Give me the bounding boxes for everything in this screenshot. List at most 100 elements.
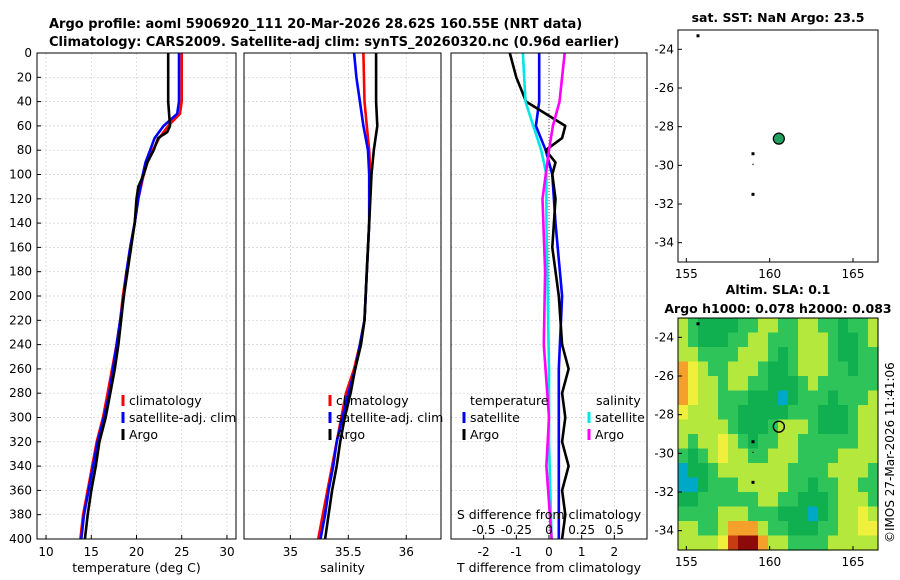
sla-cell: [708, 361, 719, 377]
sla-cell: [848, 535, 859, 551]
sla-cell: [858, 419, 869, 435]
sla-cell: [728, 318, 739, 334]
sla-cell: [768, 347, 779, 363]
sla-cell: [858, 448, 869, 464]
sla-cell: [808, 376, 819, 392]
sla-cell: [728, 376, 739, 392]
sla-cell: [858, 390, 869, 406]
y-tick-label: -28: [654, 120, 674, 134]
sla-cell: [708, 463, 719, 479]
legend-group-title: salinity: [596, 393, 641, 408]
sla-cell: [818, 318, 829, 334]
sla-map-panel: 155 160 165 -24 -26 -28 -30 -32 -34: [654, 317, 879, 569]
sla-cell: [678, 405, 689, 421]
sla-cell: [678, 361, 689, 377]
sla-cell: [868, 448, 879, 464]
sla-cell: [858, 361, 869, 377]
sla-cell: [778, 347, 789, 363]
sla-cell: [768, 332, 779, 348]
x-tick-label: 1: [578, 545, 586, 559]
sla-cell: [788, 463, 799, 479]
sla-cell: [728, 506, 739, 522]
sla-cell: [778, 318, 789, 334]
y-tick-label: 40: [17, 95, 32, 109]
sla-cell: [758, 521, 769, 537]
sla-cell: [808, 521, 819, 537]
y-tick-label: 60: [17, 119, 32, 133]
sla-cell: [868, 477, 879, 493]
sla-cell: [818, 361, 829, 377]
sla-cell: [748, 477, 759, 493]
y-tick-label: 100: [9, 168, 32, 182]
legend-label: Argo: [129, 427, 158, 442]
sla-cell: [818, 492, 829, 508]
sla-cell: [758, 535, 769, 551]
x-tick-label: 35: [283, 545, 298, 559]
sla-cell: [868, 361, 879, 377]
sla-cell: [718, 521, 729, 537]
x-tick-label: 2: [611, 545, 619, 559]
x-tick-label: -1: [510, 545, 522, 559]
salinity-profile-panel: 35 35.5 36 salinity climatology satellite-adj…: [243, 52, 443, 575]
sla-cell: [828, 448, 839, 464]
sla-cell: [748, 521, 759, 537]
sla-cell: [828, 347, 839, 363]
sla-cell: [788, 347, 799, 363]
sla-cell: [698, 448, 709, 464]
x-axis-title: salinity: [320, 560, 365, 575]
sla-cell: [728, 448, 739, 464]
sla-cell: [748, 361, 759, 377]
sla-cell: [778, 405, 789, 421]
sla-cell: [698, 390, 709, 406]
y-tick-label: -24: [654, 330, 674, 344]
sla-cell: [848, 419, 859, 435]
sla-cell: [698, 477, 709, 493]
sla-cell: [838, 448, 849, 464]
sla-cell: [788, 477, 799, 493]
temperature-profile-panel: 10 15 20 25 30020406080100120140160180200220…: [9, 46, 237, 575]
sla-cell: [688, 405, 699, 421]
sla-cell: [838, 434, 849, 450]
x-tick-label: 35.5: [335, 545, 362, 559]
sla-cell: [858, 405, 869, 421]
map-frame: [677, 29, 879, 263]
sla-cell: [678, 521, 689, 537]
sla-cell: [688, 492, 699, 508]
sla-cell: [798, 521, 809, 537]
y-tick-label: 20: [17, 70, 32, 84]
sla-cell: [838, 506, 849, 522]
sla-cell: [678, 448, 689, 464]
y-tick-label: 380: [9, 508, 32, 522]
sla-cell: [718, 332, 729, 348]
sla-cell: [828, 535, 839, 551]
profile-marker: [696, 34, 700, 38]
sla-cell: [718, 477, 729, 493]
y-tick-label: 360: [9, 483, 32, 497]
sla-cell: [778, 390, 789, 406]
profile-marker: [752, 163, 754, 165]
sla-cell: [718, 492, 729, 508]
sla-cell: [758, 419, 769, 435]
sla-cell: [808, 463, 819, 479]
sla-cell: [758, 390, 769, 406]
sla-cell: [768, 361, 779, 377]
sla-cell: [728, 347, 739, 363]
sla-cell: [848, 318, 859, 334]
sla-cell: [708, 535, 719, 551]
sla-cell: [768, 477, 779, 493]
sla-cell: [868, 492, 879, 508]
sla-cell: [868, 463, 879, 479]
sla-cell: [818, 376, 829, 392]
profile-marker: [751, 440, 755, 444]
sla-cell: [848, 477, 859, 493]
sla-cell: [868, 506, 879, 522]
sla-cell: [698, 405, 709, 421]
sla-cell: [838, 463, 849, 479]
sla-cell: [798, 390, 809, 406]
sla-cell: [718, 434, 729, 450]
sla-cell: [828, 390, 839, 406]
sla-cell: [768, 521, 779, 537]
sla-cell: [758, 463, 769, 479]
y-tick-label: -32: [654, 197, 674, 211]
sla-cell: [808, 318, 819, 334]
